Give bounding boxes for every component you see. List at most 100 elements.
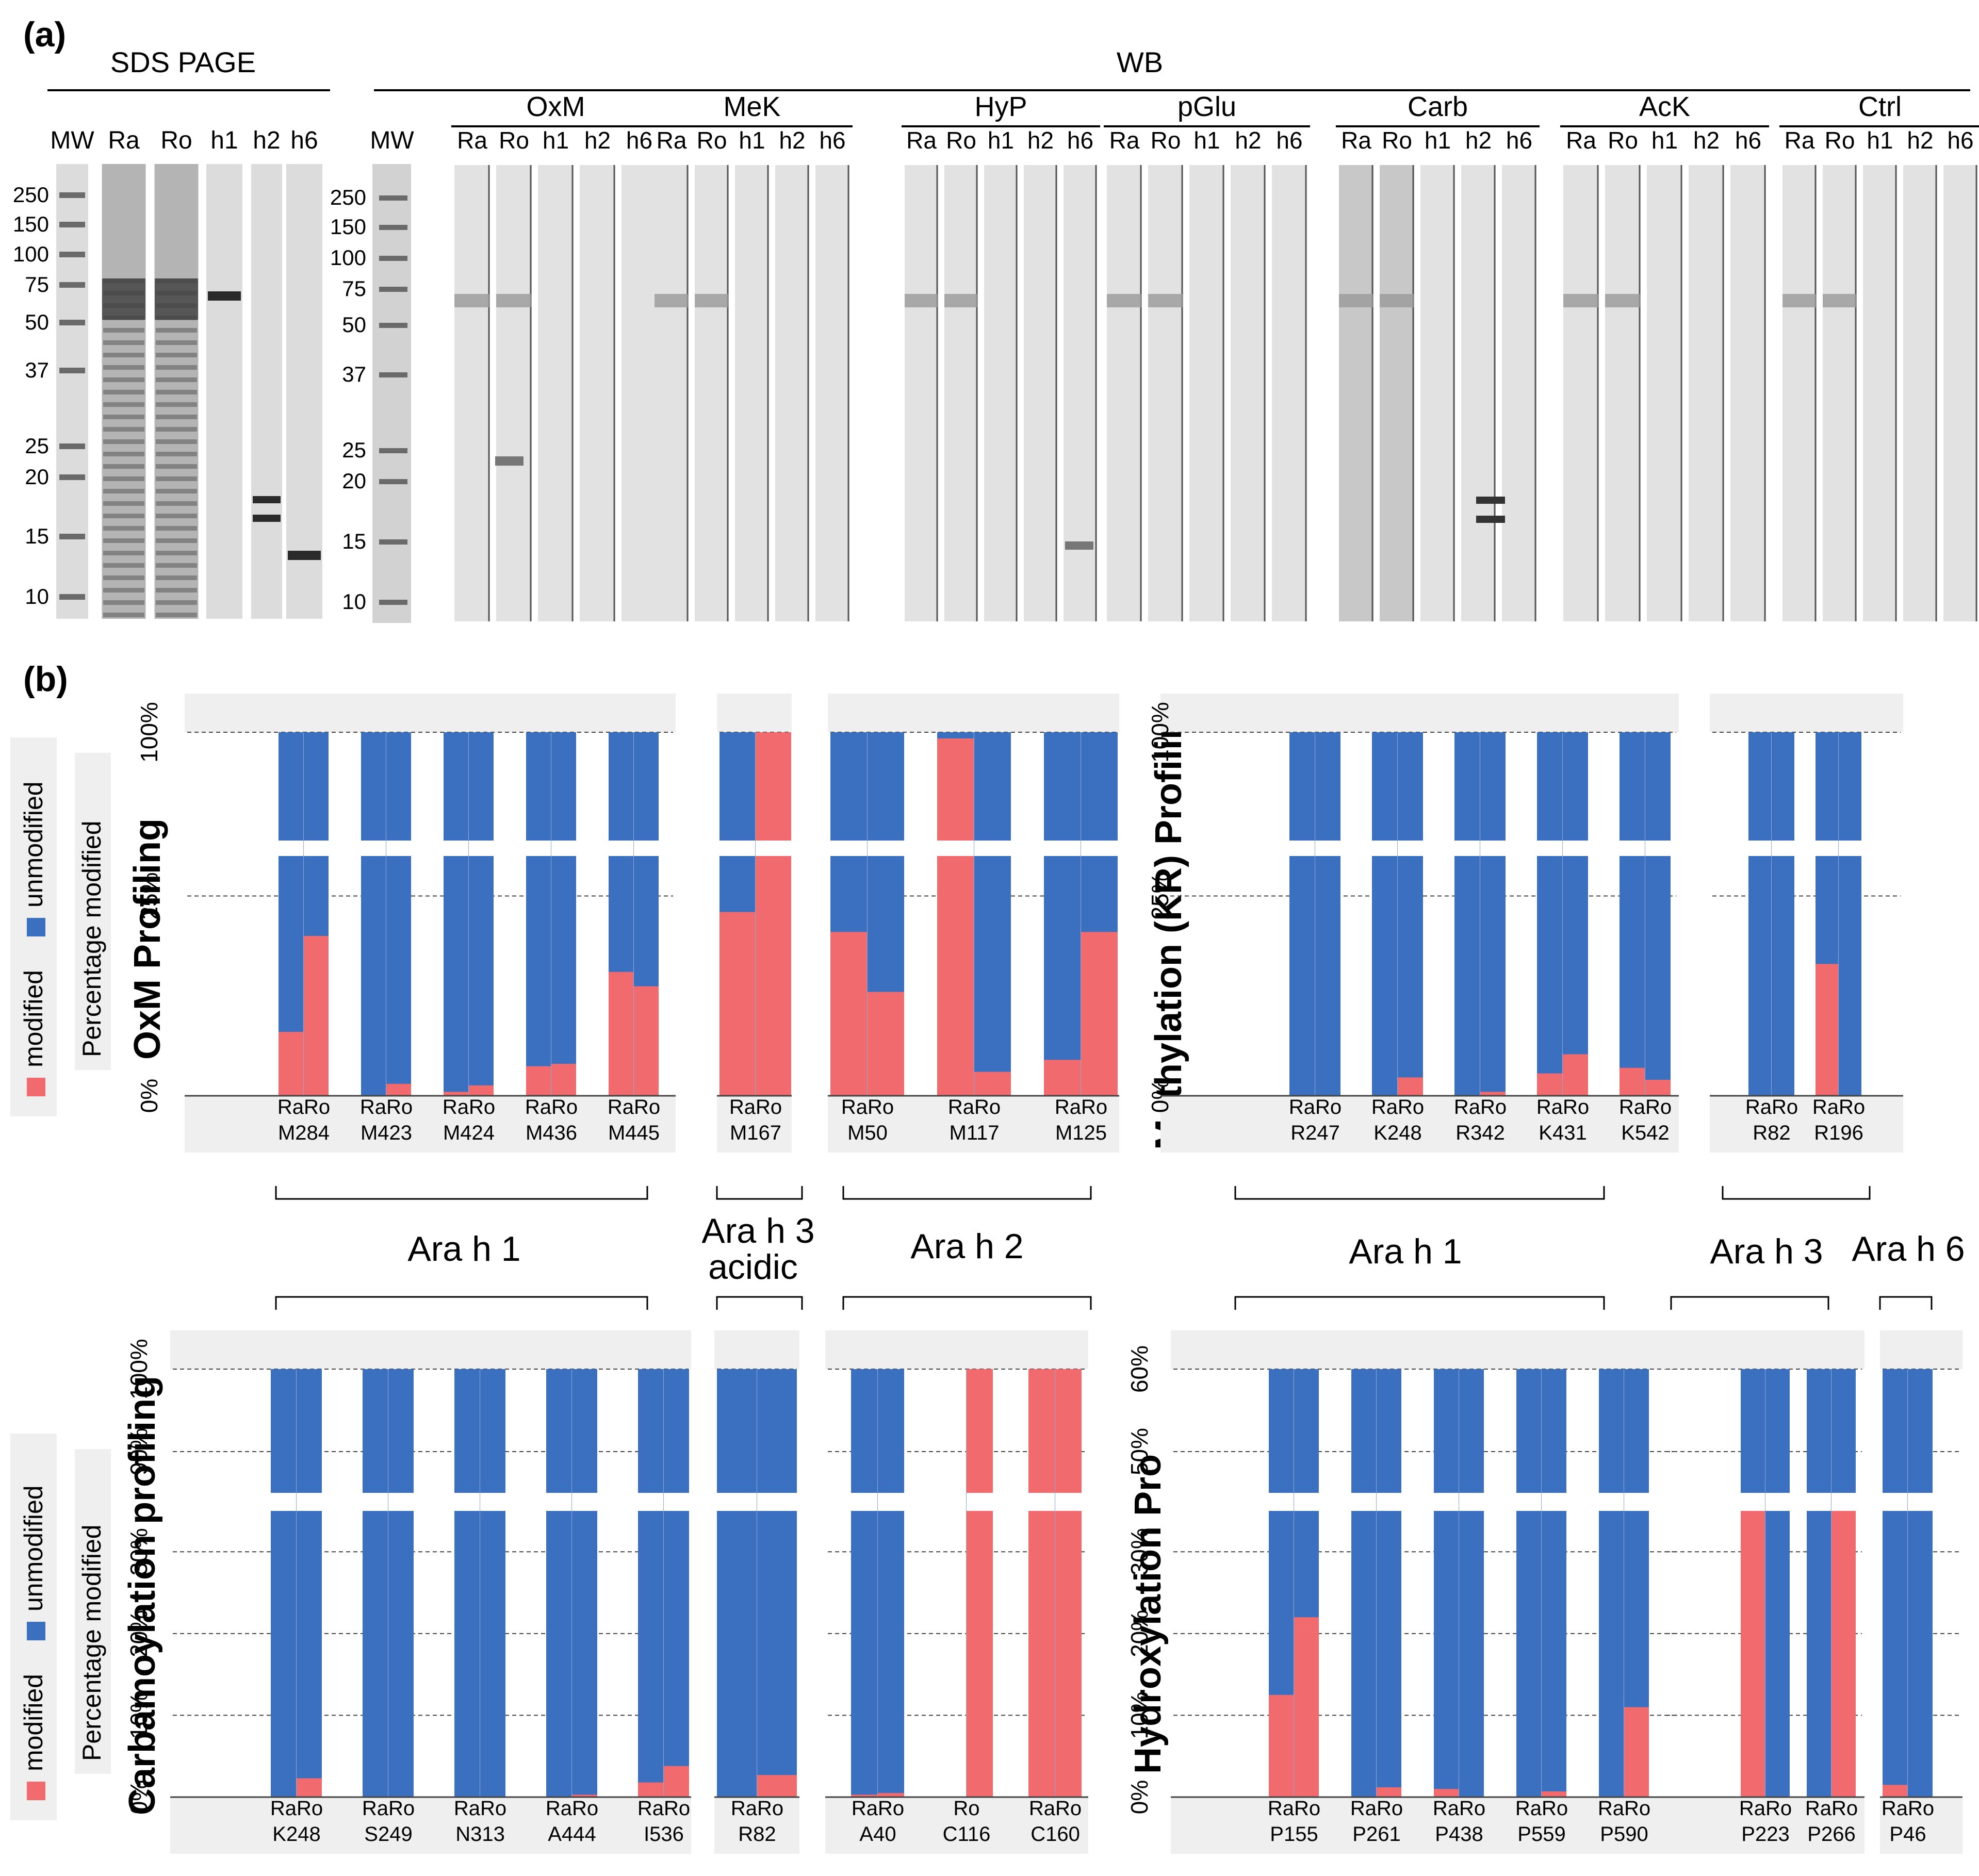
bar-unmodified bbox=[1748, 732, 1771, 841]
bar-unmodified bbox=[1807, 1369, 1831, 1493]
sds-band-h2 bbox=[253, 496, 281, 503]
bar-modified bbox=[469, 1085, 494, 1096]
wb-lane-header: h1 bbox=[543, 127, 569, 154]
series-label: RaRo bbox=[1515, 1797, 1568, 1820]
bar-modified bbox=[1434, 1789, 1459, 1797]
panel-header-strip bbox=[1880, 1330, 1962, 1369]
wb-strip bbox=[1903, 165, 1937, 621]
y-tick-label: 0% bbox=[136, 1079, 162, 1113]
chart-0: OxM Profiling 0% 25% 100% RaRo M284 RaRo M423 Ra… bbox=[127, 694, 1119, 1153]
wb-ladder-band bbox=[379, 600, 407, 605]
wb-strip bbox=[1461, 165, 1496, 621]
sds-band bbox=[156, 600, 197, 605]
panel-ara-h-2: RaRo M50 RaRo M117 RaRo M125 bbox=[828, 694, 1119, 1153]
sds-band bbox=[103, 575, 144, 580]
group-bracket bbox=[716, 1186, 803, 1200]
wb-strip bbox=[1943, 165, 1977, 621]
series-label: RaRo bbox=[1289, 1096, 1342, 1118]
legend-swatch-modified bbox=[27, 1782, 45, 1800]
bar-modified bbox=[1480, 1092, 1506, 1096]
wb-band-75kda bbox=[1782, 294, 1817, 307]
wb-band-75kda bbox=[695, 294, 729, 307]
bar-unmodified bbox=[1269, 1369, 1294, 1493]
site-label: M436 bbox=[526, 1122, 577, 1144]
bar-modified bbox=[1831, 1511, 1856, 1797]
bar-unmodified bbox=[1044, 856, 1081, 1096]
chart-1: Methylation (KR) Profiling0%25%100%RaRoR… bbox=[1147, 694, 1903, 1153]
wb-group-name: MeK bbox=[723, 91, 780, 122]
sds-band bbox=[156, 464, 197, 469]
site-label: C160 bbox=[1031, 1823, 1080, 1846]
wb-lane-header: h1 bbox=[1193, 127, 1220, 154]
group-bracket bbox=[716, 1296, 803, 1310]
series-label: RaRo bbox=[1805, 1797, 1858, 1820]
series-label: RaRo bbox=[1619, 1096, 1672, 1118]
bar-unmodified bbox=[1772, 856, 1794, 1096]
wb-strip bbox=[1420, 165, 1455, 621]
ylabel-box bbox=[75, 753, 111, 1070]
bar-unmodified bbox=[1537, 856, 1562, 1096]
sds-band bbox=[103, 526, 144, 531]
wb-lane-header: Ro bbox=[1151, 127, 1181, 154]
sds-ladder-band bbox=[59, 320, 85, 325]
y-tick-label: 100% bbox=[125, 1339, 152, 1400]
wb-lane-header: Ro bbox=[946, 127, 976, 154]
wb-strip bbox=[1502, 165, 1536, 621]
panel-b-label: (b) bbox=[23, 660, 68, 699]
sds-band-h2 bbox=[253, 515, 281, 522]
bar-unmodified bbox=[1908, 1511, 1933, 1797]
bar-modified bbox=[1624, 1707, 1649, 1797]
sds-band bbox=[156, 415, 197, 419]
bar-unmodified bbox=[454, 1369, 480, 1493]
sds-mw-tick-label: 50 bbox=[25, 310, 49, 334]
bar-unmodified bbox=[830, 732, 867, 841]
wb-strip bbox=[1339, 165, 1373, 621]
sds-band bbox=[156, 353, 197, 357]
series-label: RaRo bbox=[362, 1797, 415, 1820]
bar-unmodified bbox=[868, 732, 904, 841]
y-tick-label: 10% bbox=[1126, 1691, 1153, 1739]
panel-header-strip bbox=[1171, 1330, 1679, 1369]
bar-modified bbox=[967, 1369, 993, 1493]
wb-lane-header: h2 bbox=[1693, 127, 1720, 154]
bar-unmodified bbox=[1315, 732, 1340, 841]
series-label: RaRo bbox=[852, 1797, 904, 1820]
wb-group-name: AcK bbox=[1639, 91, 1690, 122]
wb-mw-tick-label: 250 bbox=[330, 185, 366, 209]
series-label: RaRo bbox=[608, 1096, 660, 1118]
wb-strip bbox=[1189, 165, 1224, 621]
wb-lane-header: h2 bbox=[1465, 127, 1492, 154]
bar-modified bbox=[638, 1782, 663, 1797]
bar-unmodified bbox=[1831, 1369, 1856, 1493]
wb-lane-header: h2 bbox=[1027, 127, 1054, 154]
sds-band bbox=[103, 551, 144, 555]
bar-unmodified bbox=[361, 856, 386, 1096]
panel-footer-strip bbox=[170, 1797, 691, 1854]
bar-unmodified bbox=[974, 856, 1011, 1096]
panel-footer-strip bbox=[1663, 1797, 1864, 1854]
sds-band bbox=[156, 563, 197, 568]
bar-unmodified bbox=[719, 732, 755, 841]
bar-unmodified bbox=[386, 732, 411, 841]
bar-unmodified bbox=[469, 732, 494, 841]
site-label: S249 bbox=[364, 1823, 412, 1846]
sds-band bbox=[103, 464, 144, 469]
bar-unmodified bbox=[1537, 732, 1562, 841]
bar-unmodified bbox=[444, 856, 468, 1096]
sds-band bbox=[156, 427, 197, 432]
site-label: R247 bbox=[1290, 1122, 1340, 1144]
bar-modified bbox=[1055, 1369, 1082, 1493]
chart-title: OxM Profiling bbox=[127, 818, 168, 1060]
sds-band bbox=[103, 501, 144, 506]
wb-strip bbox=[695, 165, 729, 621]
legend-modified-label: modified bbox=[19, 970, 48, 1067]
bar-unmodified bbox=[1883, 1369, 1907, 1493]
ylabel-box bbox=[75, 1449, 111, 1774]
wb-title: WB bbox=[1117, 46, 1163, 78]
wb-strip bbox=[496, 165, 532, 621]
bar-modified bbox=[1294, 1617, 1319, 1797]
bar-modified bbox=[1044, 1060, 1081, 1096]
bar-unmodified bbox=[1620, 856, 1645, 1096]
bar-unmodified bbox=[609, 732, 633, 841]
y-tick-label: 60% bbox=[1126, 1345, 1153, 1393]
